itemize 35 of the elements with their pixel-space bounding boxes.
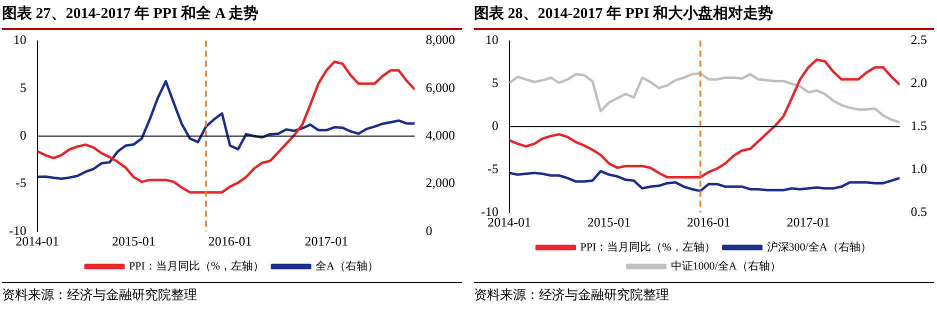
chart-title: 图表 28、2014-2017 年 PPI 和大小盘相对走势 xyxy=(474,4,934,30)
x-tick-label: 2016-01 xyxy=(208,234,252,249)
y-tick-label: -5 xyxy=(487,160,498,176)
y2-tick-label: 4,000 xyxy=(426,128,455,143)
legend-label: PPI：当月同比（%，左轴） xyxy=(580,240,716,254)
y-tick-label: 10 xyxy=(485,32,498,48)
y2-tick-label: 1.0 xyxy=(910,160,927,176)
chart-title: 图表 27、2014-2017 年 PPI 和全 A 走势 xyxy=(2,4,462,30)
y2-tick-label: 0.5 xyxy=(910,204,927,219)
text: 资料来源：经济与金融研究院整理 xyxy=(474,282,934,304)
legend-label: 全A（右轴） xyxy=(316,259,379,272)
y-tick-label: 5 xyxy=(20,80,26,95)
y-tick-label: 0 xyxy=(20,128,26,143)
y-tick-label: 5 xyxy=(492,75,498,90)
y-tick-label: -10 xyxy=(8,222,26,238)
x-tick-label: 2015-01 xyxy=(112,234,156,249)
y2-tick-label: 6,000 xyxy=(426,80,455,95)
y2-tick-label: 8,000 xyxy=(426,32,455,48)
x-tick-label: 2017-01 xyxy=(786,214,830,230)
x-tick-label: 2017-01 xyxy=(304,234,348,249)
x-tick-label: 2016-01 xyxy=(687,214,730,230)
y-tick-label: -10 xyxy=(480,204,498,219)
y-tick-label: -5 xyxy=(15,175,26,190)
legend-label: 沪深300/全A（右轴） xyxy=(766,240,872,254)
legend-label: PPI：当月同比（%，左轴） xyxy=(128,259,264,272)
y2-tick-label: 2.5 xyxy=(910,32,927,48)
y2-tick-label: 2,000 xyxy=(426,175,455,190)
y2-tick-label: 2.0 xyxy=(910,75,927,90)
text: 资料来源：经济与金融研究院整理 xyxy=(2,282,462,304)
legend-label: 中证1000/全A（右轴） xyxy=(670,259,781,272)
y2-tick-label: 0 xyxy=(426,222,432,238)
y-tick-label: 0 xyxy=(492,118,498,134)
y-tick-label: 10 xyxy=(13,32,26,48)
y2-tick-label: 1.5 xyxy=(910,118,927,134)
x-tick-label: 2015-01 xyxy=(587,214,631,230)
